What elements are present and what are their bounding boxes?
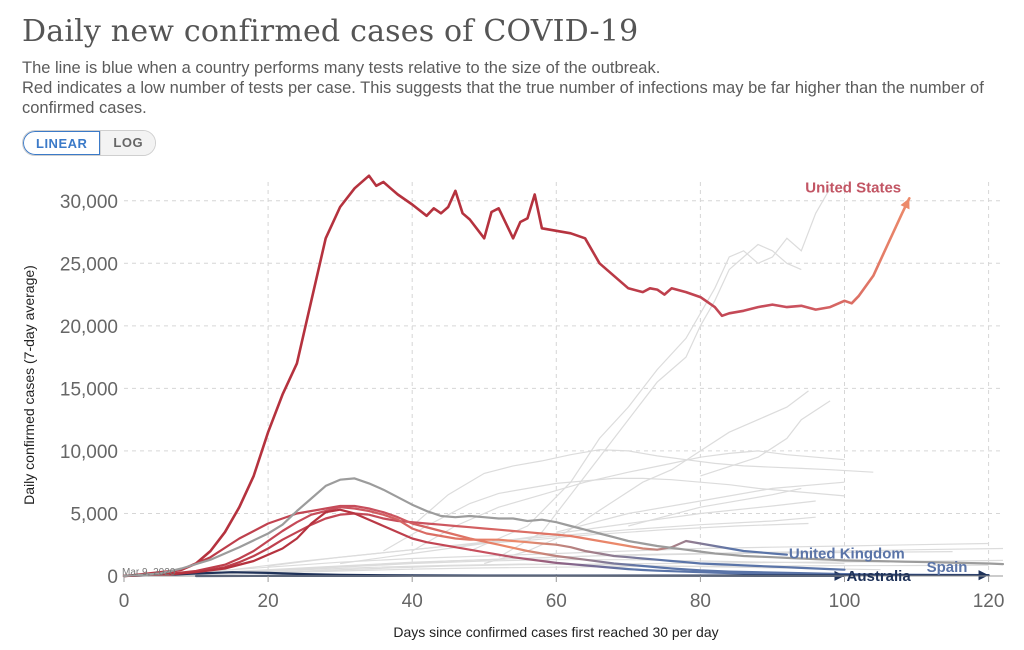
spain-label[interactable]: Spain [927, 559, 968, 576]
subtitle-line-2: Red indicates a low number of tests per … [22, 79, 984, 117]
other-country-line [159, 563, 881, 576]
date-annotation: Mar 9, 2020 [122, 567, 176, 578]
line-chart: 0 5,000 10,000 15,000 20,000 25,000 30,000 0 20 4… [21, 174, 1005, 640]
scale-toggle: LINEAR LOG [22, 130, 157, 156]
united-kingdom-label[interactable]: United Kingdom [789, 546, 905, 563]
y-tick-label: 30,000 [60, 192, 118, 213]
log-scale-button[interactable]: LOG [100, 131, 156, 155]
arrow-head-icon [900, 198, 910, 210]
y-tick-label: 25,000 [60, 254, 118, 275]
australia-label[interactable]: Australia [847, 568, 912, 585]
linear-scale-button[interactable]: LINEAR [23, 131, 101, 155]
x-tick-label: 40 [402, 591, 423, 612]
x-tick-label: 60 [546, 591, 567, 612]
country-line [122, 508, 846, 578]
highlighted-series [122, 174, 1005, 581]
united-states-line [122, 174, 911, 578]
y-tick-label: 20,000 [60, 317, 118, 338]
country-line [122, 477, 1005, 578]
united-kingdom-line [122, 512, 788, 578]
other-country-line [159, 551, 953, 576]
y-tick-label: 0 [107, 567, 118, 588]
axes: 0 5,000 10,000 15,000 20,000 25,000 30,000 0 20 4… [60, 192, 1005, 612]
subtitle-line-1: The line is blue when a country performs… [22, 59, 661, 77]
other-country-line [411, 450, 845, 552]
other-country-line [484, 390, 809, 565]
other-country-line [268, 516, 816, 567]
series-labels: United States United Kingdom Spain Australi… [789, 179, 968, 585]
background-country-lines [159, 188, 1004, 576]
other-country-line [498, 243, 802, 558]
other-country-line [340, 500, 816, 565]
other-country-line [383, 477, 845, 552]
chart-subtitle: The line is blue when a country performs… [22, 58, 1012, 118]
country-line [122, 506, 846, 578]
other-country-line [700, 400, 831, 477]
united-states-label[interactable]: United States [805, 179, 901, 196]
grid [124, 182, 1003, 576]
y-tick-label: 10,000 [60, 442, 118, 463]
x-axis-title: Days since confirmed cases first reached… [393, 624, 718, 640]
other-country-line [556, 481, 845, 533]
x-tick-label: 100 [829, 591, 861, 612]
x-tick-label: 80 [690, 591, 711, 612]
y-tick-label: 5,000 [70, 504, 118, 525]
other-country-line [469, 188, 831, 552]
y-tick-label: 15,000 [60, 379, 118, 400]
x-tick-label: 120 [973, 591, 1005, 612]
other-country-line [411, 449, 874, 527]
x-tick-label: 20 [258, 591, 279, 612]
x-tick-label: 0 [119, 591, 130, 612]
other-country-line [628, 487, 802, 527]
arrow-head-icon [978, 570, 989, 581]
chart-title: Daily new confirmed cases of COVID-19 [22, 14, 639, 49]
y-axis-title: Daily confirmed cases (7-day average) [21, 265, 37, 505]
